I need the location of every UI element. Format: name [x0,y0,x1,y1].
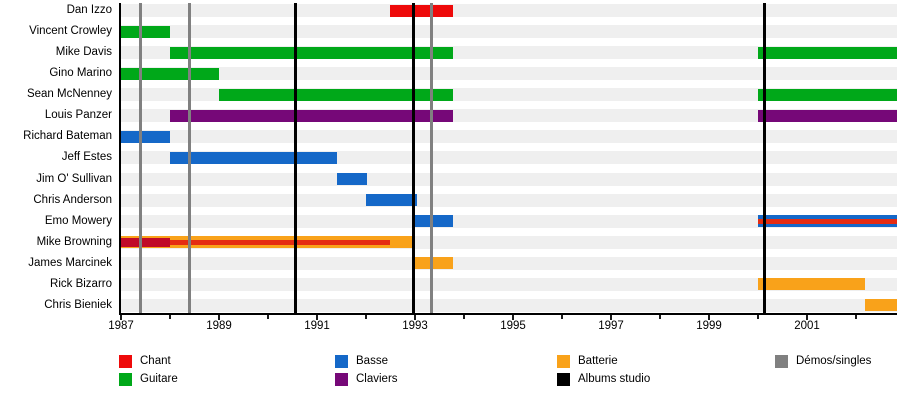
legend-swatch-album [557,372,570,386]
legend-label: Chant [140,355,171,367]
axis-tick-label: 1993 [402,320,428,332]
role-bar [121,237,170,247]
axis-tick-label: 1987 [108,320,134,332]
member-label: Chris Anderson [33,193,112,206]
member-label: Chris Bieniek [44,298,112,311]
axis-tick [659,315,661,319]
legend-label: Albums studio [578,372,651,385]
member-label: Mike Browning [36,235,112,248]
member-label: Emo Mowery [44,214,112,227]
row-stripe [120,25,897,39]
legend-swatch-batterie [557,355,570,368]
axis-tick [267,315,269,319]
album-line [294,3,298,313]
axis-tick-label: 1995 [500,320,526,332]
axis-tick [463,315,465,319]
legend-swatch-guitare [119,372,132,386]
axis-tick-label: 1991 [304,320,330,332]
axis-tick [414,315,416,320]
legend-swatch-basse [335,355,348,368]
member-label: Vincent Crowley [29,25,112,38]
role-bar [121,67,219,80]
row-stripe [120,4,897,17]
axis-tick-label: 1997 [598,320,624,332]
row-stripe [120,172,897,186]
member-label: Jeff Estes [61,151,112,164]
legend-label: Démos/singles [796,355,872,367]
role-bar [415,215,454,228]
axis-tick [561,315,563,319]
member-label: Gino Marino [49,67,112,80]
role-bar [864,299,897,312]
member-label: Mike Davis [55,46,112,59]
axis-tick-label: 1999 [696,320,722,332]
album-line [411,3,415,313]
role-bar [121,130,170,143]
role-bar [415,257,454,270]
legend-swatch-claviers [335,372,348,386]
member-label: Sean McNenney [26,88,112,101]
axis-tick-label: 2001 [794,320,820,332]
legend-label: Basse [356,355,388,367]
role-bar [170,46,454,59]
role-bar [337,173,367,186]
row-stripe [120,298,897,312]
row-stripe [120,193,897,207]
row-stripe [120,67,897,81]
role-bar [121,25,170,38]
axis-tick [512,315,514,320]
axis-tick [365,315,367,319]
axis-tick [806,315,808,320]
member-label: James Marcinek [28,256,112,269]
role-bar [170,151,338,164]
row-stripe [120,277,897,291]
role-bar [758,46,897,59]
role-bar [170,109,454,122]
role-bar [366,194,418,207]
role-bar [758,278,865,291]
axis-tick [120,315,122,320]
role-bar [758,88,897,101]
member-label: Rick Bizarro [50,277,112,290]
y-axis [119,3,121,315]
member-label: Dan Izzo [66,4,112,16]
role-bar [758,109,897,122]
x-axis [119,313,897,315]
row-stripe [120,214,897,228]
member-label: Jim O' Sullivan [36,172,112,185]
axis-tick [218,315,220,320]
role-bar [219,88,454,101]
demo-line [188,3,192,313]
member-label: Richard Bateman [23,130,112,143]
legend-label: Batterie [578,355,618,367]
axis-tick [757,315,759,319]
legend-label: Guitare [140,372,178,385]
axis-tick [169,315,171,319]
demo-line [429,3,433,313]
row-stripe [120,130,897,144]
axis-tick [855,315,857,319]
axis-tick [610,315,612,320]
axis-tick [708,315,710,320]
legend-swatch-chant [119,355,132,368]
member-label: Louis Panzer [44,109,112,122]
role-bar [758,218,897,224]
demo-line [138,3,142,313]
legend-swatch-demo [775,355,788,368]
axis-tick-label: 1989 [206,320,232,332]
role-bar [390,4,454,17]
legend-label: Claviers [356,372,398,385]
album-line [763,3,767,313]
role-bar [170,239,390,245]
axis-tick [316,315,318,320]
row-stripe [120,256,897,270]
